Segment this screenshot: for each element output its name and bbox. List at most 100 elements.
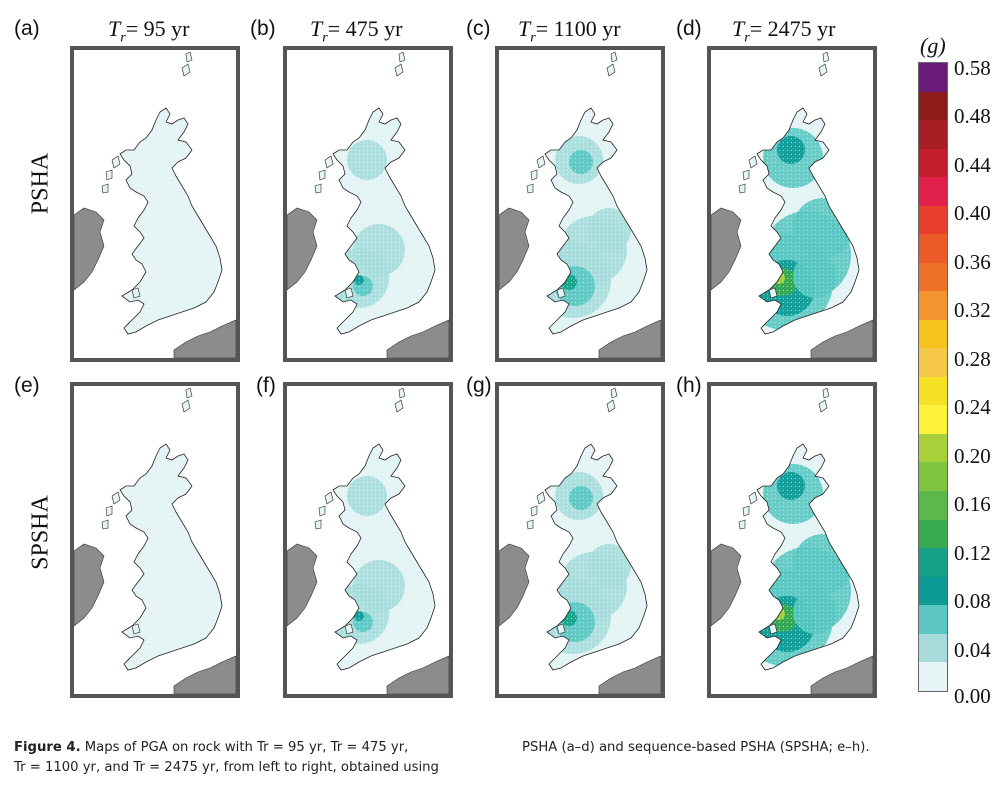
island xyxy=(344,623,354,635)
panel-label-d: (d) xyxy=(676,17,702,41)
colorbar-segment xyxy=(919,490,947,520)
island xyxy=(768,623,778,635)
island xyxy=(742,505,750,517)
island xyxy=(610,387,618,399)
coastline xyxy=(544,107,648,335)
row-label-psha: PSHA xyxy=(28,124,55,244)
colorbar-tick-label: 0.04 xyxy=(954,638,991,663)
hazard-zone xyxy=(793,534,853,594)
colorbar xyxy=(918,62,948,692)
column-title-2475: Tr= 2475 yr xyxy=(732,16,835,46)
coastline xyxy=(332,443,436,671)
island xyxy=(398,387,406,399)
hazard-zone xyxy=(347,476,387,516)
map-svg xyxy=(499,51,661,358)
france-landmass xyxy=(173,319,236,358)
map-svg xyxy=(74,51,236,358)
map-panel-g xyxy=(495,382,665,698)
hazard-zone xyxy=(587,544,631,588)
hazard-zone xyxy=(793,254,837,298)
great-britain-landmass xyxy=(120,444,222,670)
row-label-spsha: SPSHA xyxy=(28,473,55,593)
hazard-zone xyxy=(569,486,593,510)
great-britain-landmass xyxy=(120,108,222,334)
island xyxy=(101,519,109,530)
france-landmass xyxy=(386,655,449,694)
island xyxy=(822,387,830,399)
colorbar-tick-label: 0.44 xyxy=(954,153,991,178)
colorbar-segment xyxy=(919,633,947,663)
island xyxy=(742,169,750,181)
island xyxy=(101,183,109,194)
france-landmass xyxy=(598,655,661,694)
caption-line1-right: PSHA (a–d) and sequence-based PSHA (SPSH… xyxy=(522,738,870,758)
island xyxy=(324,155,334,169)
panel-label-c: (c) xyxy=(466,17,491,41)
island xyxy=(394,399,404,413)
island xyxy=(314,519,322,530)
panel-label-f: (f) xyxy=(256,374,276,398)
map-panel-c xyxy=(495,46,665,362)
island xyxy=(181,63,191,77)
france-landmass xyxy=(173,655,236,694)
map-svg xyxy=(711,51,873,358)
panel-label-e: (e) xyxy=(14,374,40,398)
island xyxy=(610,51,618,63)
hazard-zone xyxy=(561,274,577,290)
colorbar-segment xyxy=(919,120,947,149)
map-panel-h xyxy=(707,382,877,698)
france-landmass xyxy=(810,655,873,694)
island xyxy=(318,505,326,517)
panel-label-h: (h) xyxy=(676,374,702,398)
hazard-zone xyxy=(354,275,364,285)
island xyxy=(314,183,322,194)
caption-line2: Tr = 1100 yr, and Tr = 2475 yr, from lef… xyxy=(14,758,439,778)
island xyxy=(111,155,121,169)
panel-label-g: (g) xyxy=(466,374,492,398)
ireland-landmass xyxy=(711,207,742,291)
ireland-landmass xyxy=(287,207,318,291)
coastline xyxy=(756,443,860,671)
colorbar-segment xyxy=(919,576,947,606)
island xyxy=(818,399,828,413)
island xyxy=(318,169,326,181)
colorbar-tick-label: 0.48 xyxy=(954,104,991,129)
island xyxy=(111,491,121,505)
island xyxy=(606,399,616,413)
coastline xyxy=(119,443,223,671)
hazard-zone xyxy=(793,590,837,634)
island xyxy=(526,183,534,194)
colorbar-tick-label: 0.00 xyxy=(954,684,991,709)
colorbar-segment xyxy=(919,63,947,92)
island xyxy=(526,519,534,530)
colorbar-tick-label: 0.58 xyxy=(954,56,991,81)
colorbar-segment xyxy=(919,605,947,634)
island xyxy=(748,155,758,169)
map-panel-e xyxy=(70,382,240,698)
map-panel-a xyxy=(70,46,240,362)
colorbar-segment xyxy=(919,291,947,320)
colorbar-tick-label: 0.32 xyxy=(954,298,991,323)
coastline xyxy=(119,107,223,335)
column-title-475: Tr= 475 yr xyxy=(310,16,402,46)
colorbar-segment xyxy=(919,205,947,235)
hazard-zone xyxy=(793,198,853,258)
france-landmass xyxy=(598,319,661,358)
island xyxy=(748,491,758,505)
colorbar-segment xyxy=(919,662,947,691)
colorbar-tick-label: 0.40 xyxy=(954,201,991,226)
ireland-landmass xyxy=(711,543,742,627)
island xyxy=(185,387,193,399)
map-svg xyxy=(287,51,449,358)
coastline xyxy=(332,107,436,335)
colorbar-segment xyxy=(919,462,947,491)
colorbar-segment xyxy=(919,405,947,434)
colorbar-segment xyxy=(919,177,947,206)
island xyxy=(185,51,193,63)
island xyxy=(536,491,546,505)
island xyxy=(324,491,334,505)
caption-figure-label: Figure 4. xyxy=(14,740,81,755)
hazard-zone xyxy=(561,610,577,626)
island xyxy=(131,623,141,635)
map-panel-d xyxy=(707,46,877,362)
